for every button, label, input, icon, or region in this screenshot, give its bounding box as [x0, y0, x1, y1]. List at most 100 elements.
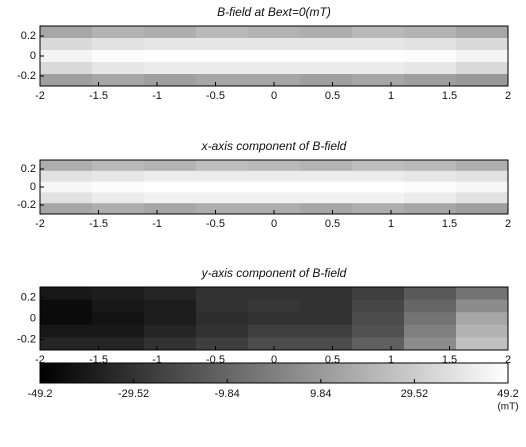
heat-cell — [196, 38, 249, 51]
x-tick-label: -0.5 — [206, 90, 225, 102]
heat-cell — [144, 160, 197, 172]
heat-cell — [40, 160, 93, 172]
heat-cell — [352, 312, 405, 326]
heat-cell — [404, 38, 457, 51]
heat-cell — [404, 287, 457, 301]
y-tick-label: -0.2 — [17, 70, 36, 82]
x-tick-label: -1.5 — [89, 90, 108, 102]
heat-cell — [248, 50, 301, 63]
heat-cell — [352, 299, 405, 313]
heat-cell — [248, 26, 301, 39]
heat-cell — [404, 160, 457, 172]
x-tick-label: 0.5 — [325, 90, 340, 102]
heat-cell — [404, 170, 457, 183]
heat-cell — [92, 299, 145, 313]
x-tick-label: 1.5 — [442, 218, 457, 230]
heat-cell — [456, 74, 509, 87]
heat-cell — [456, 312, 509, 326]
heat-cell — [196, 50, 249, 63]
heat-cell — [352, 38, 405, 51]
y-tick-label: -0.2 — [17, 333, 36, 345]
heat-cell — [404, 50, 457, 63]
heat-cell — [404, 192, 457, 204]
heat-cell — [144, 38, 197, 51]
heat-cell — [196, 287, 249, 301]
x-tick-label: -0.5 — [206, 218, 225, 230]
heat-cell — [300, 50, 353, 63]
x-tick-label: 1.5 — [442, 90, 457, 102]
heat-cell — [352, 170, 405, 183]
unit-label: (mT) — [497, 402, 518, 413]
heat-cell — [456, 324, 509, 338]
heat-cell — [40, 203, 93, 215]
x-tick-label: 2 — [505, 90, 511, 102]
heat-cell — [352, 181, 405, 193]
heat-cell — [92, 181, 145, 193]
heat-cell — [352, 337, 405, 351]
x-tick-label: 2 — [505, 354, 511, 366]
chart-title: y-axis component of B-field — [201, 266, 347, 280]
x-tick-label: -1 — [152, 90, 162, 102]
heat-cell — [404, 299, 457, 313]
heat-cell — [456, 170, 509, 183]
heat-cell — [40, 62, 93, 75]
x-tick-label: -2 — [35, 90, 45, 102]
heat-cell — [352, 287, 405, 301]
heat-cell — [92, 324, 145, 338]
x-tick-label: 2 — [505, 218, 511, 230]
heat-cell — [144, 312, 197, 326]
heat-cell — [196, 337, 249, 351]
heat-cell — [92, 192, 145, 204]
heat-cell — [144, 170, 197, 183]
heat-cell — [40, 74, 93, 87]
x-tick-label: 9.84 — [310, 388, 331, 400]
heat-cell — [40, 287, 93, 301]
y-tick-label: 0.2 — [21, 30, 36, 42]
x-tick-label: -2 — [35, 218, 45, 230]
heat-cell — [40, 170, 93, 183]
heat-cell — [144, 181, 197, 193]
heat-cell — [92, 312, 145, 326]
heat-cell — [456, 38, 509, 51]
heat-cell — [144, 26, 197, 39]
heat-cell — [144, 299, 197, 313]
heat-cell — [196, 312, 249, 326]
heat-cell — [40, 312, 93, 326]
heat-cell — [92, 50, 145, 63]
heat-cell — [300, 324, 353, 338]
x-tick-label: 1 — [388, 354, 394, 366]
heat-cell — [404, 203, 457, 215]
heat-cell — [404, 324, 457, 338]
heat-cell — [300, 337, 353, 351]
heat-cell — [144, 203, 197, 215]
heat-cell — [92, 62, 145, 75]
y-tick-label: 0 — [30, 50, 36, 62]
heat-cell — [248, 62, 301, 75]
heat-cell — [300, 181, 353, 193]
heat-cell — [40, 337, 93, 351]
x-tick-label: -1.5 — [89, 218, 108, 230]
heat-cell — [196, 324, 249, 338]
x-tick-label: 0 — [271, 90, 277, 102]
heat-cell — [456, 50, 509, 63]
heat-cell — [40, 38, 93, 51]
heat-cell — [404, 74, 457, 87]
heat-cell — [92, 160, 145, 172]
chart-title: x-axis component of B-field — [201, 139, 347, 153]
heat-cell — [196, 181, 249, 193]
heat-cell — [248, 203, 301, 215]
heat-cell — [404, 181, 457, 193]
heat-cell — [248, 312, 301, 326]
x-tick-label: 1 — [388, 90, 394, 102]
heat-cell — [300, 192, 353, 204]
heat-cell — [404, 312, 457, 326]
heat-cell — [40, 192, 93, 204]
heat-cell — [40, 26, 93, 39]
heat-cell — [404, 62, 457, 75]
heat-cell — [196, 192, 249, 204]
heat-cell — [248, 160, 301, 172]
heat-cell — [456, 26, 509, 39]
x-tick-label: 1 — [388, 218, 394, 230]
heat-cell — [92, 26, 145, 39]
heat-cell — [456, 160, 509, 172]
